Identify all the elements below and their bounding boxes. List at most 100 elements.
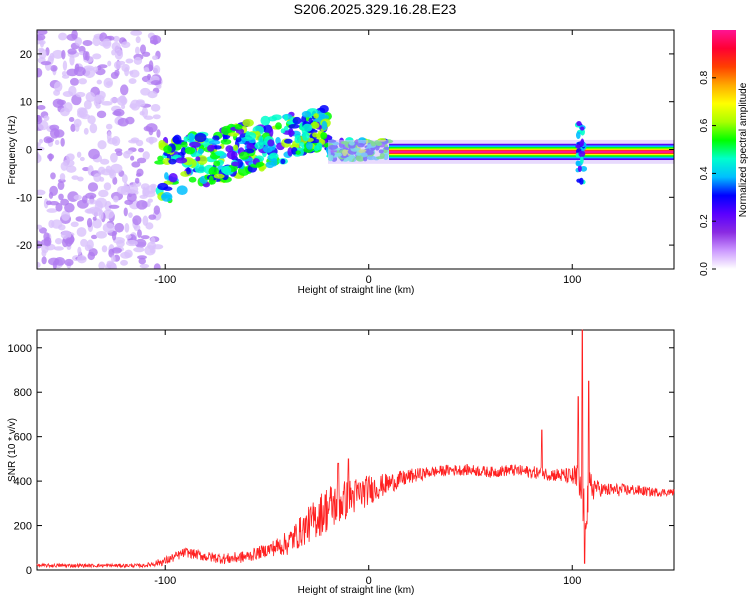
- spectrogram-noise-cell: [74, 37, 82, 46]
- spectrogram-signal-cell: [287, 147, 293, 157]
- spectrogram-signal-cell: [275, 122, 282, 130]
- spectrogram-signal-cell: [194, 132, 207, 143]
- snr-x-tick-label: 0: [366, 575, 372, 587]
- chart-title: S206.2025.329.16.28.E23: [294, 1, 457, 17]
- spectrogram-noise-cell: [112, 176, 118, 185]
- spectrogram-signal-cell: [208, 166, 220, 177]
- spectrogram-signal-cell: [577, 164, 582, 173]
- spectrogram-signal-cell: [227, 132, 240, 137]
- spectrogram-noise-cell: [45, 137, 55, 143]
- spectrogram-signal-cell: [235, 137, 242, 143]
- spectrogram-noise-cell: [83, 127, 89, 135]
- spectrogram-noise-cell: [93, 66, 99, 73]
- spectrogram-noise-cell: [69, 54, 75, 66]
- spectrogram-signal-cell: [195, 156, 201, 162]
- colorbar: 0.0 0.2 0.4 0.6 0.8 Normalized spectral ampl…: [699, 30, 749, 276]
- spectrogram-y-tick-label: -10: [16, 192, 32, 204]
- spectrogram-noise-cell: [99, 176, 105, 182]
- spectrogram-noise-cell: [101, 101, 113, 106]
- spectrogram-signal-cell: [302, 123, 313, 132]
- spectrogram-signal-cell: [255, 161, 265, 167]
- spectrogram-noise-cell: [126, 184, 139, 194]
- spectrogram-noise-cell: [139, 44, 146, 55]
- spectrogram-signal-cell: [213, 160, 221, 167]
- spectrogram-noise-cell: [94, 200, 103, 212]
- spectrogram-noise-cell: [150, 184, 156, 194]
- spectrogram-noise-cell: [110, 152, 118, 163]
- spectrogram-noise-cell: [89, 123, 98, 134]
- spectrogram-signal-cell: [197, 148, 204, 155]
- spectrogram-noise-cell: [149, 248, 155, 254]
- spectrogram-signal-cell: [220, 138, 232, 145]
- spectrogram-signal-cell: [302, 131, 310, 142]
- spectrogram-noise-cell: [67, 48, 77, 55]
- spectrogram-signal-cell: [280, 128, 286, 134]
- spectrogram-noise-cell: [88, 248, 98, 257]
- spectrogram-signal-cell: [320, 131, 328, 140]
- spectrogram-signal-cell: [580, 126, 585, 131]
- spectrogram-noise-cell: [76, 255, 87, 264]
- spectrogram-noise-cell: [105, 81, 113, 86]
- spectrogram-noise-cell: [46, 208, 58, 213]
- spectrogram-noise-cell: [53, 81, 63, 92]
- colorbar-ticks: 0.0 0.2 0.4 0.6 0.8: [699, 70, 716, 276]
- spectrogram-signal-cell: [321, 120, 328, 131]
- spectrogram-signal-cell: [154, 160, 166, 165]
- spectrogram-noise-cell: [125, 239, 138, 247]
- spectrogram-noise-cell: [98, 209, 104, 220]
- spectrogram-noise-cell: [37, 261, 41, 268]
- spectrogram-noise-cell: [37, 224, 43, 230]
- spectrogram-signal-cell: [161, 194, 172, 199]
- spectrogram-signal-cell: [164, 172, 169, 180]
- spectrogram-noise-cell: [77, 246, 82, 255]
- spectrogram-signal-cell: [268, 116, 278, 122]
- spectrogram-noise-cell: [61, 210, 71, 221]
- snr-y-tick-label: 800: [14, 387, 32, 399]
- spectrogram-noise-cell: [75, 91, 86, 98]
- spectrogram-noise-cell: [121, 41, 131, 48]
- spectrogram-noise-cell: [147, 198, 153, 203]
- spectrogram-noise-cell: [76, 151, 82, 158]
- spectrogram-noise-cell: [92, 35, 101, 47]
- spectrogram-noise-cell: [64, 258, 74, 267]
- spectrogram-noise-cell: [149, 39, 159, 45]
- spectrogram-noise-cell: [95, 231, 107, 239]
- spectrogram-noise-cell: [110, 71, 119, 80]
- spectrogram-noise-cell: [148, 60, 154, 72]
- snr-y-tick-label: 1000: [8, 343, 32, 355]
- snr-y-tick-label: 0: [26, 565, 32, 577]
- spectrogram-noise-cell: [91, 234, 98, 240]
- spectrogram-signal-cell: [176, 185, 188, 196]
- spectrogram-noise-cell: [156, 129, 161, 138]
- spectrogram-noise-cell: [93, 97, 99, 107]
- spectrogram-noise-cell: [139, 194, 148, 199]
- spectrogram-signal-cell: [284, 138, 293, 144]
- spectrogram-noise-cell: [123, 207, 128, 217]
- spectrogram-noise-cell: [37, 146, 45, 152]
- spectrogram-noise-cell: [145, 222, 154, 230]
- spectrogram-signal-cell: [231, 161, 240, 167]
- colorbar-tick-label: 0.4: [699, 166, 710, 180]
- spectrogram-noise-cell: [74, 63, 80, 73]
- spectrogram-signal-cell: [258, 165, 265, 172]
- spectrogram-noise-cell: [58, 193, 64, 201]
- spectrogram-noise-cell: [88, 148, 100, 160]
- spectrogram-noise-cell: [43, 236, 52, 247]
- spectrogram-noise-cell: [37, 189, 46, 196]
- spectrogram-noise-cell: [82, 50, 88, 61]
- spectrogram-noise-cell: [92, 53, 102, 60]
- spectrogram-signal-cell: [163, 145, 172, 154]
- spectrogram-noise-cell: [57, 181, 65, 191]
- spectrogram-signal-cell: [294, 134, 302, 144]
- spectrogram-signal-cell: [280, 158, 286, 165]
- snr-y-tick-label: 600: [14, 432, 32, 444]
- spectrogram-signal-cell: [580, 156, 584, 164]
- spectrogram-signal-cell: [184, 146, 196, 155]
- spectrogram-y-tick-label: -20: [16, 240, 32, 252]
- spectrogram-noise-cell: [37, 104, 46, 110]
- spectrogram-noise-cell: [37, 114, 43, 125]
- spectrogram-noise-cell: [54, 139, 60, 146]
- spectrogram-noise-cell: [70, 77, 80, 86]
- spectrogram-signal-cell: [238, 151, 250, 160]
